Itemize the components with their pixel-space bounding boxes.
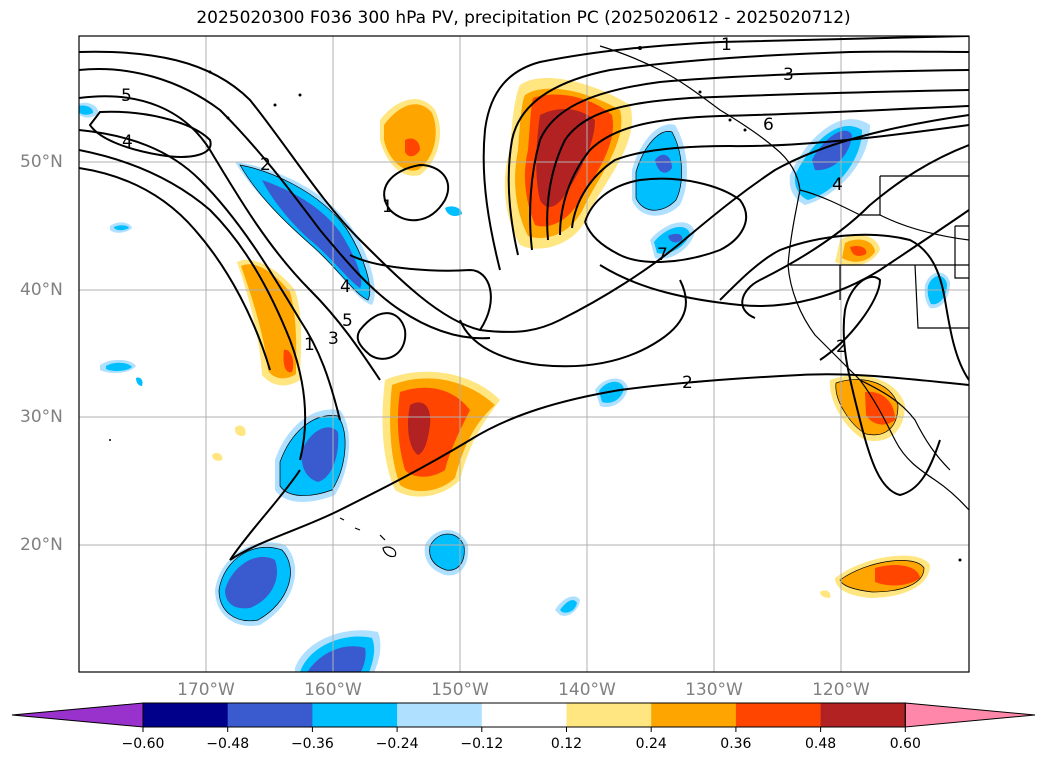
colorbar-segment	[651, 703, 737, 727]
colorbar-tick-label: −0.24	[375, 736, 419, 752]
colorbar-segment	[735, 703, 822, 727]
lat-label: 20°N	[20, 535, 63, 555]
colorbar-tick-label: 0.36	[720, 736, 752, 752]
coastlines	[339, 45, 969, 558]
contour-label: 2	[682, 373, 693, 393]
islands	[109, 46, 962, 562]
colorbar-tick-label: −0.60	[121, 736, 165, 752]
contour-label: 1	[721, 35, 732, 55]
contour-label: 5	[121, 86, 132, 106]
colorbar-segment	[397, 703, 483, 727]
map-frame	[78, 35, 970, 673]
contour-label: 4	[832, 175, 843, 195]
lat-label: 50°N	[20, 152, 63, 172]
lon-label: 150°W	[431, 680, 489, 700]
colorbar-tick-label: −0.48	[206, 736, 250, 752]
colorbar-tick-label: 0.48	[805, 736, 837, 752]
colorbar-segment	[312, 703, 398, 727]
colorbar-segment	[481, 703, 567, 727]
contour-label: 7	[657, 245, 668, 265]
lat-label: 40°N	[20, 280, 63, 300]
colorbar-extend-low	[11, 702, 144, 728]
colorbar-segment	[820, 703, 906, 727]
colorbar-segment	[227, 703, 313, 727]
lon-label: 170°W	[177, 680, 235, 700]
colorbar	[11, 702, 1036, 732]
contour-label: 4	[122, 132, 133, 152]
lon-label: 120°W	[812, 680, 870, 700]
contour-label: 6	[763, 115, 774, 135]
colorbar-segment	[143, 703, 229, 727]
map-title: 2025020300 F036 300 hPa PV, precipitatio…	[196, 8, 851, 28]
map-panel: 1 3 6 7 2 5 4 2 1 4 5 3 1 2 4	[78, 35, 970, 673]
contour-label: 4	[340, 277, 351, 297]
lon-label: 140°W	[558, 680, 616, 700]
colorbar-extend-high	[904, 702, 1036, 728]
contour-label: 1	[382, 197, 393, 217]
colorbar-tick-label: 0.24	[635, 736, 667, 752]
contour-label: 5	[342, 311, 353, 331]
pv-contours	[79, 36, 969, 561]
colorbar-frame	[142, 702, 906, 728]
contour-label: 2	[836, 337, 847, 357]
lon-label: 130°W	[685, 680, 743, 700]
contour-labels: 1 3 6 7 2 5 4 2 1 4 5 3 1 2 4	[121, 35, 847, 393]
contour-label: 3	[783, 65, 794, 85]
contour-label: 2	[260, 155, 271, 175]
colorbar-tick-label: 0.12	[550, 736, 583, 752]
colorbar-tick-label: −0.12	[460, 736, 504, 752]
precip-thin-outlines	[218, 131, 925, 622]
colorbar-tick-label: −0.36	[290, 736, 334, 752]
colorbar-tick-label: 0.60	[889, 736, 921, 752]
contour-label: 3	[328, 329, 339, 349]
lon-label: 160°W	[304, 680, 362, 700]
lat-label: 30°N	[20, 407, 63, 427]
colorbar-segment	[566, 703, 652, 727]
contour-label: 1	[304, 335, 315, 355]
